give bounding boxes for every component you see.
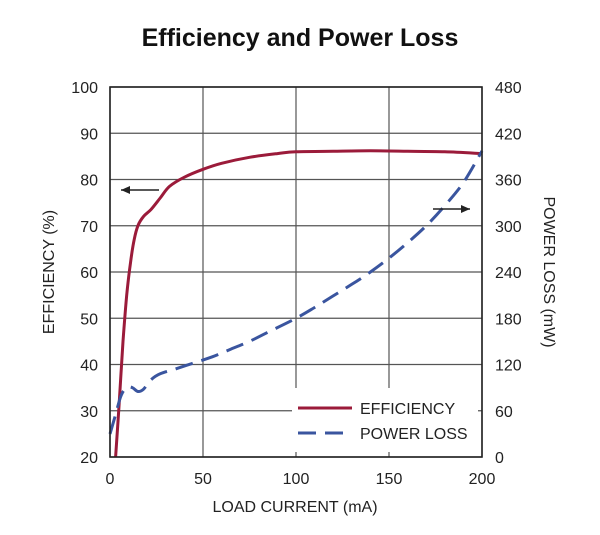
legend-box <box>292 388 478 452</box>
axis-arrows <box>121 186 470 213</box>
y-tick-label-left: 60 <box>80 265 98 282</box>
x-tick-label: 200 <box>469 471 496 488</box>
x-tick-label: 0 <box>106 471 115 488</box>
legend-label-power-loss: POWER LOSS <box>360 426 468 443</box>
y-tick-label-right: 240 <box>495 265 522 282</box>
y-tick-label-right: 300 <box>495 219 522 236</box>
y-tick-label-right: 420 <box>495 126 522 143</box>
y-tick-label-right: 60 <box>495 404 513 421</box>
legend: EFFICIENCY POWER LOSS <box>292 388 478 452</box>
y-tick-label-left: 80 <box>80 173 98 190</box>
y-tick-label-right: 360 <box>495 173 522 190</box>
chart-title: Efficiency and Power Loss <box>142 24 459 52</box>
plot-frame <box>109 86 483 458</box>
x-tick-label: 50 <box>194 471 212 488</box>
y-tick-label-right: 120 <box>495 358 522 375</box>
x-tick-label: 150 <box>376 471 403 488</box>
y-tick-label-left: 50 <box>80 311 98 328</box>
y-tick-label-right: 0 <box>495 450 504 467</box>
y-tick-label-left: 100 <box>71 80 98 97</box>
series-power-loss <box>108 150 484 435</box>
series-efficiency <box>114 149 483 458</box>
x-axis-label: LOAD CURRENT (mA) <box>212 499 377 516</box>
tick-labels: 0 50 100 150 200 20 30 40 50 60 70 80 90 100 0 60 120 180… <box>71 80 522 488</box>
y-tick-label-right: 180 <box>495 311 522 328</box>
legend-label-efficiency: EFFICIENCY <box>360 401 455 418</box>
y-tick-label-left: 90 <box>80 126 98 143</box>
x-tick-label: 100 <box>283 471 310 488</box>
y-axis-label-left: EFFICIENCY (%) <box>41 210 58 334</box>
y-tick-label-left: 70 <box>80 219 98 236</box>
power-loss-axis-arrow <box>433 205 470 213</box>
y-tick-label-right: 480 <box>495 80 522 97</box>
y-tick-label-left: 40 <box>80 358 98 375</box>
efficiency-axis-arrow <box>121 186 159 194</box>
y-tick-label-left: 20 <box>80 450 98 467</box>
plot-area <box>108 149 484 458</box>
y-axis-label-right: POWER LOSS (mW) <box>540 196 557 347</box>
y-tick-label-left: 30 <box>80 404 98 421</box>
